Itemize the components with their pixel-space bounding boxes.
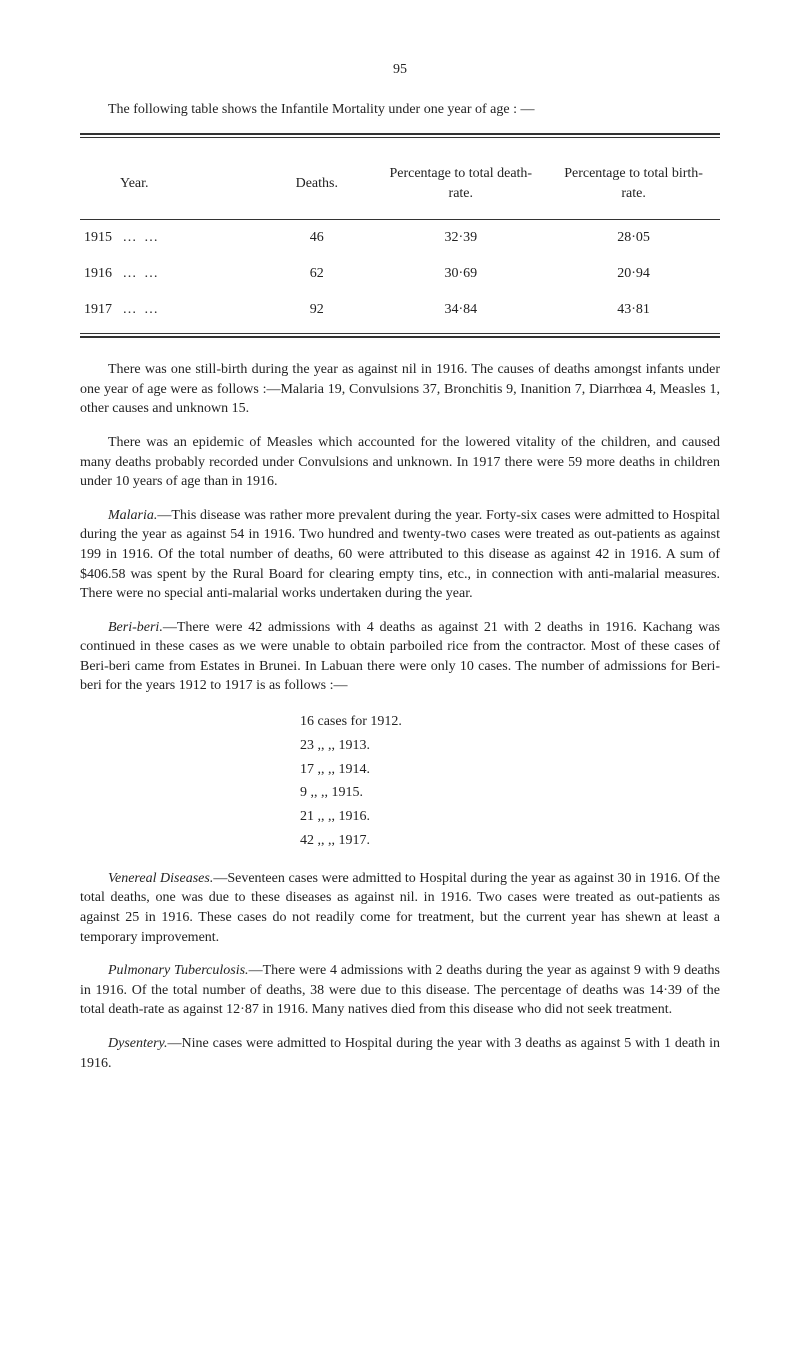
cell-deaths: 62 xyxy=(259,256,374,292)
list-item: 9 ,, ,, 1915. xyxy=(300,781,720,805)
list-item: 16 cases for 1912. xyxy=(300,710,720,734)
cell-pct-death: 30·69 xyxy=(374,256,547,292)
col-pct-death: Percentage to total death-rate. xyxy=(374,154,547,219)
cell-pct-birth: 28·05 xyxy=(547,220,720,256)
col-deaths: Deaths. xyxy=(259,154,374,219)
list-item: 21 ,, ,, 1916. xyxy=(300,805,720,829)
venereal-paragraph: Venereal Diseases.—Seventeen cases were … xyxy=(80,869,720,947)
cell-year: 1916 xyxy=(84,266,112,281)
list-item: 23 ,, ,, 1913. xyxy=(300,734,720,758)
table-top-rule xyxy=(80,133,720,138)
cell-deaths: 92 xyxy=(259,292,374,328)
pulmonary-label: Pulmonary Tuberculosis. xyxy=(108,963,249,978)
table-row: 1915 … … 46 32·39 28·05 xyxy=(80,220,720,256)
venereal-label: Venereal Diseases. xyxy=(108,871,213,886)
malaria-text: —This disease was rather more prevalent … xyxy=(80,508,720,601)
beri-label: Beri-beri. xyxy=(108,620,163,635)
page-number: 95 xyxy=(80,60,720,80)
list-item: 17 ,, ,, 1914. xyxy=(300,758,720,782)
cell-dots: … … xyxy=(123,230,161,245)
stillbirth-paragraph: There was one still-birth during the yea… xyxy=(80,360,720,419)
cell-year: 1917 xyxy=(84,302,112,317)
cell-pct-birth: 43·81 xyxy=(547,292,720,328)
col-year: Year. xyxy=(80,154,259,219)
cell-dots: … … xyxy=(123,266,161,281)
cell-pct-birth: 20·94 xyxy=(547,256,720,292)
cell-year: 1915 xyxy=(84,230,112,245)
dysentery-paragraph: Dysentery.—Nine cases were admitted to H… xyxy=(80,1034,720,1073)
list-item: 42 ,, ,, 1917. xyxy=(300,829,720,853)
table-row: 1916 … … 62 30·69 20·94 xyxy=(80,256,720,292)
measles-paragraph: There was an epidemic of Measles which a… xyxy=(80,433,720,492)
table-header-row: Year. Deaths. Percentage to total death-… xyxy=(80,154,720,219)
beri-paragraph: Beri-beri.—There were 42 admissions with… xyxy=(80,618,720,696)
cell-pct-death: 32·39 xyxy=(374,220,547,256)
cell-pct-death: 34·84 xyxy=(374,292,547,328)
col-pct-birth: Percentage to total birth-rate. xyxy=(547,154,720,219)
beri-text: —There were 42 admissions with 4 deaths … xyxy=(80,620,720,694)
dysentery-label: Dysentery. xyxy=(108,1036,167,1051)
table-bottom-rule xyxy=(80,333,720,338)
cell-dots: … … xyxy=(123,302,161,317)
intro-paragraph: The following table shows the Infantile … xyxy=(80,100,720,120)
table-row: 1917 … … 92 34·84 43·81 xyxy=(80,292,720,328)
malaria-label: Malaria. xyxy=(108,508,157,523)
dysentery-text: —Nine cases were admitted to Hospital du… xyxy=(80,1036,720,1071)
year-counts-list: 16 cases for 1912. 23 ,, ,, 1913. 17 ,, … xyxy=(80,710,720,853)
malaria-paragraph: Malaria.—This disease was rather more pr… xyxy=(80,506,720,604)
pulmonary-paragraph: Pulmonary Tuberculosis.—There were 4 adm… xyxy=(80,961,720,1020)
mortality-table: Year. Deaths. Percentage to total death-… xyxy=(80,154,720,327)
cell-deaths: 46 xyxy=(259,220,374,256)
